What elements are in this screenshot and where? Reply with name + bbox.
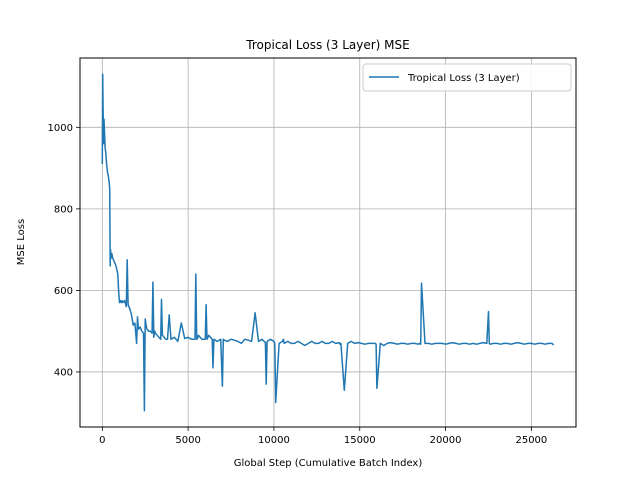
x-axis-label: Global Step (Cumulative Batch Index) <box>234 458 423 469</box>
y-tick-label: 800 <box>54 204 73 215</box>
x-tick-label: 5000 <box>175 435 200 446</box>
series-line-0 <box>101 73 555 412</box>
x-tick-label: 20000 <box>430 435 462 446</box>
x-tick-label: 10000 <box>258 435 290 446</box>
legend: Tropical Loss (3 Layer) <box>362 63 572 92</box>
y-tick-label: 1000 <box>48 123 73 134</box>
chart-title: Tropical Loss (3 Layer) MSE <box>245 38 409 52</box>
y-tick-label: 600 <box>54 286 73 297</box>
x-tick-label: 25000 <box>515 435 547 446</box>
axis-ticks: 0 5000 10000 15000 20000 25000 400 600 800 1000 <box>48 123 548 446</box>
x-tick-label: 15000 <box>344 435 376 446</box>
y-axis-label: MSE Loss <box>16 219 27 265</box>
x-tick-label: 0 <box>99 435 105 446</box>
plot-lines <box>101 73 555 412</box>
legend-label: Tropical Loss (3 Layer) <box>407 73 520 84</box>
axes-frame <box>79 57 577 428</box>
y-tick-label: 400 <box>54 367 73 378</box>
grid-lines <box>80 58 576 427</box>
legend-box <box>362 63 572 92</box>
